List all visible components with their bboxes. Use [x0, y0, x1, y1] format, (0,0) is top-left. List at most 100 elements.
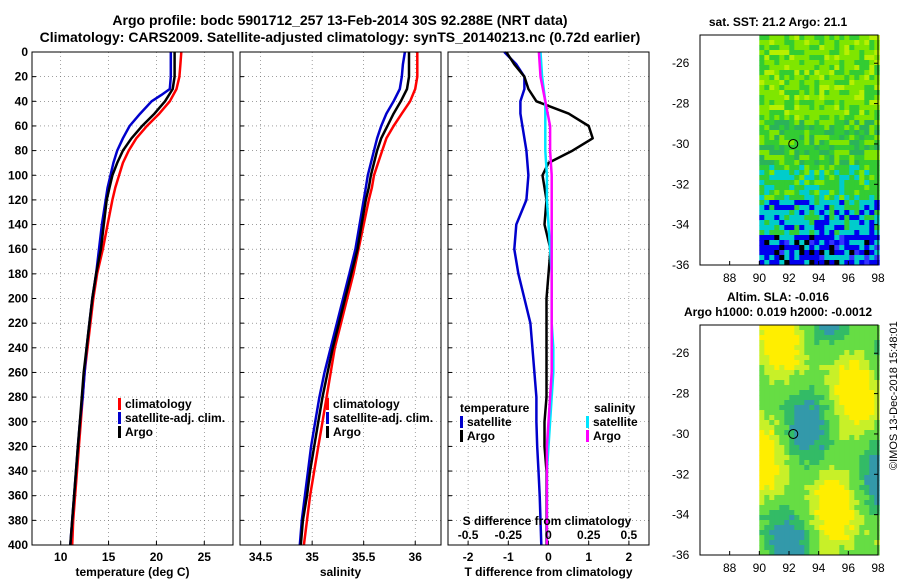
map-cell [809, 545, 815, 551]
map-cell [764, 35, 770, 41]
map-cell [829, 325, 835, 331]
map-cell [774, 330, 780, 336]
map-cell [804, 225, 810, 231]
map-cell [854, 230, 860, 236]
map-cell [839, 130, 845, 136]
map-cell [784, 100, 790, 106]
map-cell [849, 520, 855, 526]
map-cell [824, 530, 830, 536]
map-cell [864, 170, 870, 176]
y-tick-label: 20 [15, 70, 29, 84]
map-cell [809, 360, 815, 366]
map-cell [784, 80, 790, 86]
map-cell [774, 430, 780, 436]
map-cell [799, 130, 805, 136]
map-cell [839, 255, 845, 261]
map-cell [839, 245, 845, 251]
map-cell [844, 550, 850, 556]
map-cell [829, 105, 835, 111]
map-cell [849, 125, 855, 131]
map-cell [804, 155, 810, 161]
map-cell [869, 75, 875, 81]
map-cell [854, 465, 860, 471]
map-cell [849, 155, 855, 161]
map-cell [854, 115, 860, 121]
map-cell [839, 550, 845, 556]
map-cell [794, 525, 800, 531]
map-cell [864, 135, 870, 141]
map-cell [804, 435, 810, 441]
map-cell [864, 450, 870, 456]
map-lat-label: -32 [672, 177, 690, 191]
map-cell [764, 215, 770, 221]
map-cell [779, 135, 785, 141]
map-cell [814, 440, 820, 446]
map-cell [759, 145, 765, 151]
map-cell [849, 455, 855, 461]
map-cell [794, 175, 800, 181]
map-cell [869, 165, 875, 171]
map-cell [844, 260, 850, 266]
map-cell [779, 400, 785, 406]
map-cell [874, 375, 880, 381]
map-cell [769, 500, 775, 506]
map-cell [849, 65, 855, 71]
map-cell [829, 515, 835, 521]
map-cell [804, 420, 810, 426]
top-tick-label: 0 [545, 528, 552, 542]
map-cell [779, 85, 785, 91]
map-cell [764, 130, 770, 136]
map-cell [809, 225, 815, 231]
map-cell [854, 165, 860, 171]
x-tick-label: 36 [409, 550, 423, 564]
map-cell [764, 435, 770, 441]
map-cell [829, 120, 835, 126]
map-cell [769, 465, 775, 471]
map-cell [864, 250, 870, 256]
map-cell [829, 210, 835, 216]
map-cell [769, 220, 775, 226]
map-cell [819, 535, 825, 541]
map-cell [859, 390, 865, 396]
map-cell [814, 65, 820, 71]
map-cell [799, 345, 805, 351]
map-cell [799, 475, 805, 481]
map-cell [864, 335, 870, 341]
map-cell [759, 385, 765, 391]
map-cell [804, 175, 810, 181]
map-cell [799, 470, 805, 476]
map-cell [854, 235, 860, 241]
map-cell [789, 355, 795, 361]
map-cell [774, 155, 780, 161]
map-cell [834, 140, 840, 146]
map-lon-label: 88 [723, 271, 737, 285]
map-cell [784, 235, 790, 241]
map-cell [819, 395, 825, 401]
map-cell [864, 500, 870, 506]
map-cell [774, 470, 780, 476]
map-cell [849, 165, 855, 171]
map-cell [764, 495, 770, 501]
map-cell [774, 90, 780, 96]
map-cell [859, 60, 865, 66]
x-tick-label: 34.5 [249, 550, 273, 564]
map-cell [799, 435, 805, 441]
map-cell [829, 485, 835, 491]
map-cell [839, 400, 845, 406]
map-cell [774, 235, 780, 241]
map-cell [789, 390, 795, 396]
map-cell [859, 240, 865, 246]
map-cell [804, 235, 810, 241]
map-cell [799, 65, 805, 71]
map-cell [809, 390, 815, 396]
map-cell [834, 200, 840, 206]
map-cell [869, 100, 875, 106]
map-cell [799, 110, 805, 116]
map-cell [799, 385, 805, 391]
map-cell [799, 515, 805, 521]
map-cell [769, 410, 775, 416]
map-cell [784, 450, 790, 456]
map-cell [799, 390, 805, 396]
map-cell [784, 365, 790, 371]
map-cell [874, 525, 880, 531]
